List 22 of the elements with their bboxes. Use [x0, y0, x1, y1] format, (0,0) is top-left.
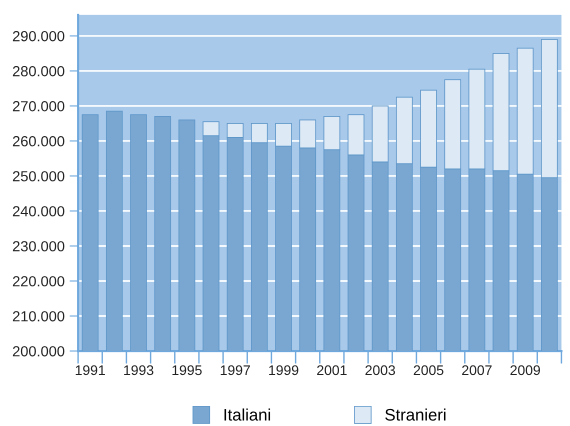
y-tick-label: 200.000	[12, 346, 64, 356]
y-tick-label: 210.000	[12, 311, 64, 322]
x-tick-label: 1999	[269, 365, 298, 376]
y-tick-label: 290.000	[12, 31, 64, 42]
x-tick-label: 2009	[510, 365, 540, 376]
legend-label: Italiani	[224, 408, 270, 421]
x-tick-label: 1995	[172, 365, 202, 376]
y-tick-label: 250.000	[12, 171, 64, 182]
y-tick-label: 240.000	[12, 206, 64, 216]
y-tick-label: 270.000	[12, 101, 64, 112]
x-tick-label: 2007	[462, 365, 492, 376]
y-tick-label: 260.000	[12, 136, 64, 146]
y-tick-label: 220.000	[12, 276, 64, 286]
x-tick-label: 2001	[317, 365, 347, 376]
x-tick-label: 2003	[365, 365, 396, 376]
x-tick-label: 1997	[220, 365, 250, 376]
y-tick-label: 280.000	[12, 66, 64, 76]
x-tick-label: 2005	[414, 365, 444, 376]
y-tick-label: 230.000	[12, 241, 64, 252]
x-tick-label: 1993	[124, 365, 154, 376]
x-tick-label: 1991	[76, 365, 105, 376]
legend-label: Stranieri	[385, 408, 446, 421]
